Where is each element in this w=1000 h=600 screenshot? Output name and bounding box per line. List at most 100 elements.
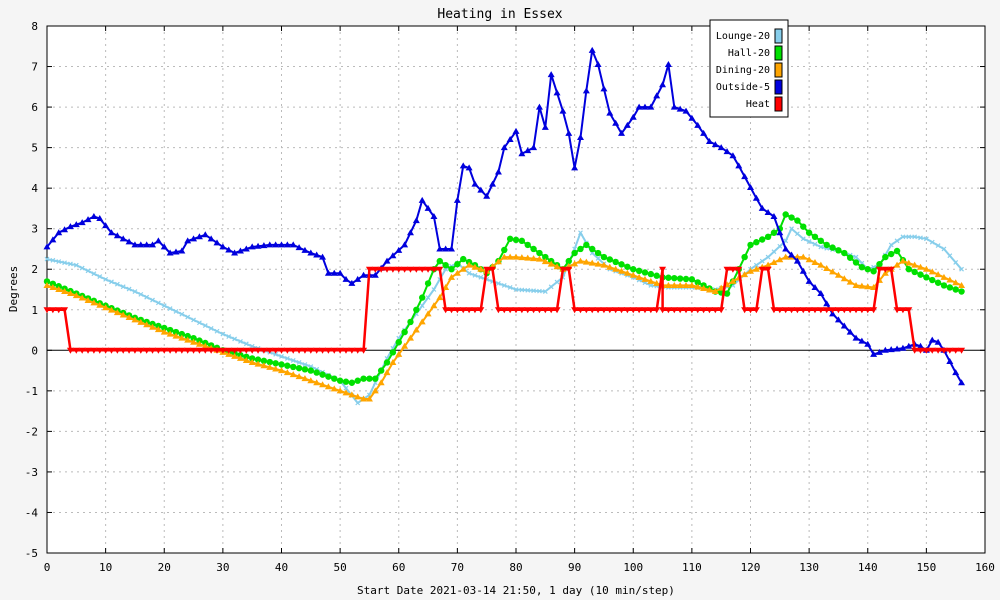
- point-hall-20: [589, 245, 596, 253]
- point-heat: [911, 347, 919, 354]
- point-heat: [494, 307, 502, 314]
- y-tick-label: 5: [31, 142, 38, 155]
- point-outside-5: [102, 222, 110, 229]
- point-hall-20: [846, 254, 854, 261]
- point-dining-20: [55, 286, 63, 292]
- point-heat: [471, 307, 479, 314]
- point-hall-20: [764, 233, 772, 240]
- point-heat: [160, 347, 168, 354]
- point-outside-5: [324, 269, 332, 276]
- point-outside-5: [489, 180, 497, 187]
- point-outside-5: [360, 271, 368, 278]
- point-heat: [659, 266, 667, 273]
- point-lounge-20: [249, 343, 255, 349]
- point-lounge-20: [214, 328, 220, 334]
- point-outside-5: [154, 237, 162, 244]
- point-heat: [283, 347, 291, 354]
- point-hall-20: [424, 280, 432, 287]
- point-lounge-20: [220, 331, 226, 337]
- point-lounge-20: [794, 231, 800, 237]
- x-tick-label: 0: [44, 561, 51, 574]
- point-dining-20: [248, 358, 256, 365]
- point-dining-20: [530, 255, 538, 262]
- point-hall-20: [583, 241, 590, 249]
- point-hall-20: [618, 261, 625, 268]
- point-outside-5: [160, 243, 168, 250]
- point-heat: [688, 307, 696, 314]
- point-lounge-20: [114, 281, 120, 287]
- point-outside-5: [541, 123, 549, 130]
- point-hall-20: [893, 247, 901, 255]
- point-heat: [893, 307, 901, 314]
- point-outside-5: [172, 248, 180, 255]
- point-heat: [829, 307, 837, 314]
- x-axis-title: Start Date 2021-03-14 21:50, 1 day (10 m…: [357, 584, 675, 597]
- point-heat: [477, 307, 485, 314]
- point-dining-20: [178, 334, 186, 341]
- point-outside-5: [676, 105, 684, 112]
- point-hall-20: [196, 337, 203, 344]
- point-outside-5: [418, 196, 426, 203]
- point-outside-5: [694, 121, 702, 128]
- point-lounge-20: [888, 242, 894, 248]
- point-dining-20: [606, 263, 614, 270]
- point-hall-20: [419, 294, 426, 301]
- point-dining-20: [676, 281, 684, 288]
- point-lounge-20: [185, 314, 191, 320]
- point-dining-20: [190, 338, 198, 345]
- point-heat: [711, 307, 719, 314]
- point-dining-20: [418, 318, 426, 325]
- point-dining-20: [829, 268, 837, 275]
- point-hall-20: [301, 366, 309, 373]
- y-axis: -5 -4 -3 -2 -1 0 1 2 3 4 5 6 7 8: [25, 20, 985, 560]
- x-axis: 0 10 20 30 40 50 60 70 80 90 100 110 120 130 140 150 160: [44, 26, 995, 574]
- point-lounge-20: [279, 353, 284, 359]
- point-heat: [752, 307, 760, 314]
- point-hall-20: [383, 359, 391, 366]
- point-heat: [500, 307, 508, 314]
- point-hall-20: [331, 375, 338, 382]
- point-heat: [371, 266, 379, 273]
- point-dining-20: [541, 258, 549, 265]
- point-hall-20: [852, 259, 860, 266]
- point-lounge-20: [501, 283, 507, 288]
- point-dining-20: [166, 330, 174, 337]
- point-heat: [805, 307, 813, 314]
- point-heat: [934, 347, 942, 354]
- point-outside-5: [618, 129, 626, 136]
- point-outside-5: [49, 236, 57, 243]
- point-dining-20: [934, 271, 942, 278]
- point-dining-20: [107, 306, 115, 313]
- point-outside-5: [72, 221, 80, 228]
- point-dining-20: [154, 326, 162, 333]
- x-tick-label: 40: [275, 561, 288, 574]
- point-heat: [729, 266, 737, 273]
- point-outside-5: [90, 213, 98, 220]
- point-dining-20: [365, 395, 373, 402]
- point-heat: [917, 347, 925, 354]
- point-heat: [149, 347, 157, 354]
- y-tick-label: -2: [25, 425, 38, 438]
- point-outside-5: [928, 336, 936, 343]
- point-outside-5: [131, 241, 139, 248]
- point-lounge-20: [537, 288, 542, 294]
- point-hall-20: [536, 249, 543, 257]
- point-heat: [618, 307, 626, 314]
- point-heat: [49, 307, 57, 314]
- point-dining-20: [911, 261, 919, 268]
- point-dining-20: [430, 302, 438, 309]
- point-hall-20: [823, 241, 830, 249]
- point-heat: [242, 347, 250, 354]
- point-outside-5: [107, 229, 115, 236]
- point-dining-20: [278, 367, 285, 374]
- point-heat: [219, 347, 227, 354]
- point-hall-20: [688, 276, 696, 283]
- point-lounge-20: [290, 358, 296, 363]
- point-dining-20: [805, 256, 813, 263]
- point-dining-20: [406, 334, 414, 341]
- y-tick-label: 4: [31, 182, 38, 195]
- point-lounge-20: [923, 236, 929, 242]
- y-tick-label: 8: [31, 20, 38, 33]
- point-lounge-20: [243, 341, 249, 347]
- point-dining-20: [711, 288, 719, 295]
